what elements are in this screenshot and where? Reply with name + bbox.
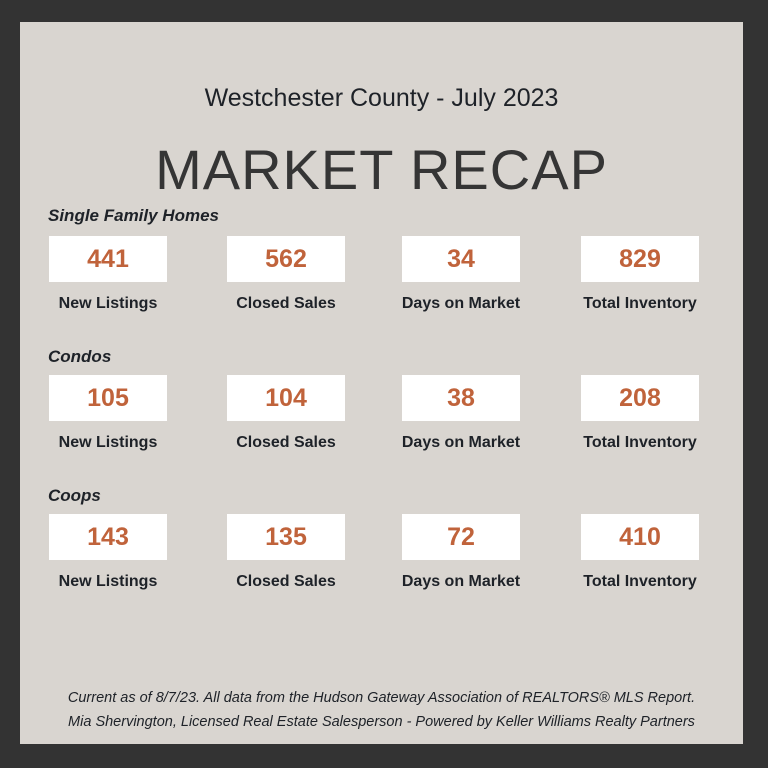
stat-label: Closed Sales (236, 295, 336, 312)
stat-total-inventory: 410 Total Inventory (581, 514, 699, 591)
stat-label: New Listings (58, 434, 158, 451)
stat-label: New Listings (58, 573, 158, 590)
stat-label: Days on Market (401, 434, 521, 451)
stat-total-inventory: 208 Total Inventory (581, 375, 699, 452)
stat-new-listings: 441 New Listings (49, 236, 167, 313)
stat-label: Days on Market (401, 295, 521, 312)
stat-value: 34 (402, 236, 520, 282)
stat-label: Total Inventory (583, 434, 697, 451)
stat-value: 562 (227, 236, 345, 282)
stat-value: 208 (581, 375, 699, 421)
stat-label: Total Inventory (583, 573, 697, 590)
stat-value: 105 (49, 375, 167, 421)
stat-value: 72 (402, 514, 520, 560)
stat-value: 104 (227, 375, 345, 421)
stat-value: 410 (581, 514, 699, 560)
stat-label: New Listings (58, 295, 158, 312)
footer-source-note: Current as of 8/7/23. All data from the … (67, 690, 696, 706)
stat-value: 441 (49, 236, 167, 282)
stat-label: Total Inventory (583, 295, 697, 312)
section-label-single-family: Single Family Homes (48, 206, 219, 225)
stat-days-on-market: 34 Days on Market (402, 236, 520, 313)
stat-days-on-market: 72 Days on Market (402, 514, 520, 591)
stat-label: Closed Sales (236, 573, 336, 590)
stat-closed-sales: 104 Closed Sales (227, 375, 345, 452)
stat-total-inventory: 829 Total Inventory (581, 236, 699, 313)
page-title: MARKET RECAP (155, 138, 608, 201)
section-label-condos: Condos (48, 347, 112, 366)
stat-value: 135 (227, 514, 345, 560)
page-subtitle: Westchester County - July 2023 (204, 84, 559, 112)
footer-credit: Mia Shervington, Licensed Real Estate Sa… (68, 714, 695, 730)
section-label-coops: Coops (48, 486, 101, 505)
stat-closed-sales: 135 Closed Sales (227, 514, 345, 591)
stat-value: 38 (402, 375, 520, 421)
stat-new-listings: 143 New Listings (49, 514, 167, 591)
stat-value: 143 (49, 514, 167, 560)
stat-label: Closed Sales (236, 434, 336, 451)
stat-value: 829 (581, 236, 699, 282)
stat-label: Days on Market (401, 573, 521, 590)
recap-panel: Westchester County - July 2023 MARKET RE… (20, 22, 743, 744)
stat-closed-sales: 562 Closed Sales (227, 236, 345, 313)
stat-days-on-market: 38 Days on Market (402, 375, 520, 452)
stat-new-listings: 105 New Listings (49, 375, 167, 452)
